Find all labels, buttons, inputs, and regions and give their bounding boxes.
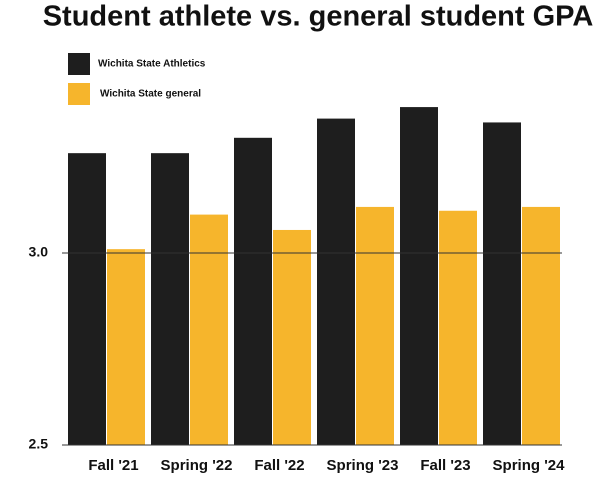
legend-label: Wichita State general [100, 89, 201, 100]
legend-swatch [68, 83, 90, 105]
x-tick-label: Fall '21 [88, 457, 138, 474]
y-tick-label: 3.0 [29, 244, 49, 260]
x-tick-label: Spring '22 [161, 457, 233, 474]
bar [400, 107, 438, 445]
bar [151, 153, 189, 445]
bar [317, 118, 355, 445]
bar [483, 122, 521, 445]
bar [68, 153, 106, 445]
chart-title: Student athlete vs. general student GPA [43, 1, 594, 33]
x-tick-label: Spring '24 [493, 457, 566, 474]
bar [234, 137, 272, 446]
bar [273, 229, 311, 445]
legend-label: Wichita State Athletics [98, 59, 206, 70]
x-tick-label: Spring '23 [327, 457, 399, 474]
bar [522, 206, 560, 445]
legend-swatch [68, 53, 90, 75]
bar [190, 214, 228, 445]
bar [107, 249, 145, 445]
bar [356, 206, 394, 445]
x-tick-label: Fall '23 [420, 457, 470, 474]
x-tick-label: Fall '22 [254, 457, 304, 474]
y-tick-label: 2.5 [29, 436, 49, 452]
bar [439, 210, 477, 445]
